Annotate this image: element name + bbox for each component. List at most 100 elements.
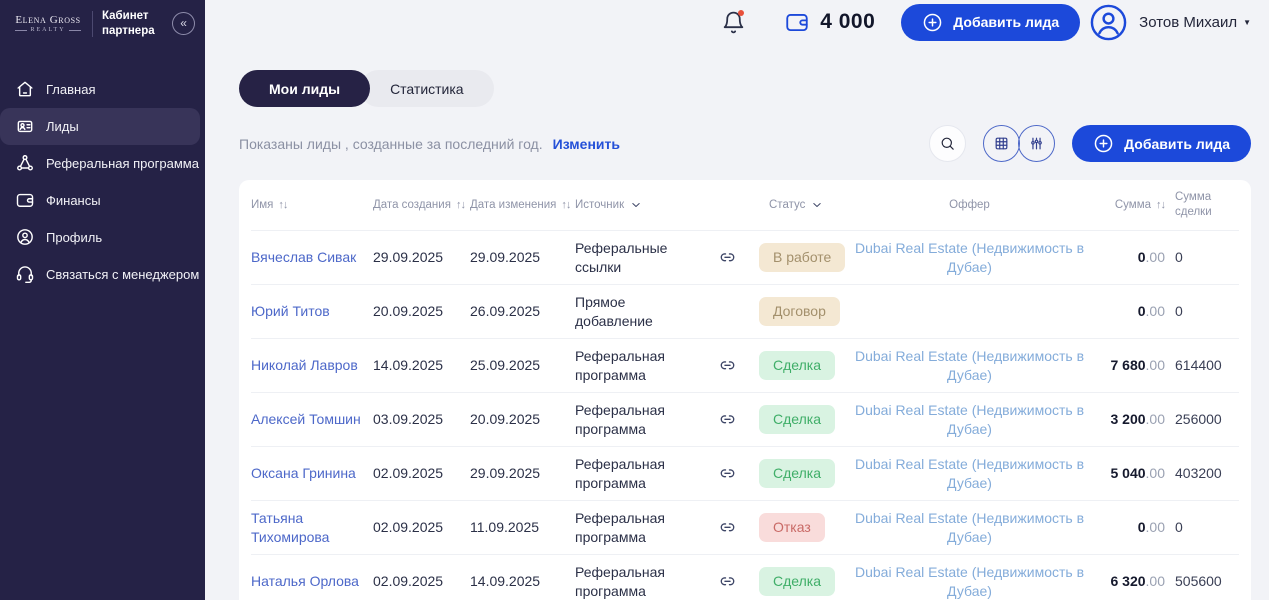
column-header-2[interactable]: Дата создания ↑↓ — [373, 198, 470, 213]
link-icon[interactable] — [718, 248, 737, 267]
user-menu[interactable]: Зотов Михаил ▼ — [1139, 14, 1251, 31]
amount-cell: 0.00 — [1090, 248, 1171, 266]
notifications-bell-icon[interactable] — [721, 9, 746, 35]
amount-decimal: .00 — [1145, 519, 1165, 536]
amount-integer: 6 320 — [1110, 573, 1146, 590]
source-link-cell — [705, 410, 749, 429]
link-icon[interactable] — [718, 518, 737, 537]
tab-my-leads[interactable]: Мои лиды — [239, 70, 371, 107]
column-header-7: Оффер — [849, 198, 1090, 213]
status-badge: Договор — [759, 297, 840, 326]
link-icon[interactable] — [718, 410, 737, 429]
collapse-sidebar-button[interactable]: « — [172, 12, 195, 36]
table-row: Наталья Орлова 02.09.2025 14.09.2025 Рефера… — [251, 554, 1239, 600]
lead-name-link[interactable]: Наталья Орлова — [251, 573, 359, 590]
add-lead-button-top[interactable]: Добавить лида — [901, 3, 1081, 41]
column-header-label: Дата изменения — [470, 198, 557, 211]
wallet-icon — [784, 9, 810, 35]
lead-name-link[interactable]: Николай Лавров — [251, 357, 358, 374]
balance[interactable]: 4 000 — [784, 9, 875, 35]
tab-statistics[interactable]: Статистика — [360, 70, 494, 107]
offer-link[interactable]: Dubai Real Estate (Недвижимость в Дубае) — [854, 510, 1085, 545]
column-header-3[interactable]: Дата изменения ↑↓ — [470, 198, 575, 213]
sidebar-item-wallet[interactable]: Финансы — [0, 182, 205, 219]
status-badge: В работе — [759, 243, 846, 272]
source-cell: Реферальная программа — [575, 510, 665, 545]
link-icon[interactable] — [718, 356, 737, 375]
source-cell: Реферальные ссылки — [575, 240, 668, 275]
profile-icon — [15, 227, 35, 247]
column-header-4[interactable]: Источник — [575, 198, 705, 213]
chevron-down-icon — [810, 198, 824, 212]
source-cell: Реферальная программа — [575, 456, 665, 491]
brand-realty: REALTY — [30, 27, 66, 34]
status-cell: В работе — [749, 243, 849, 272]
sidebar-item-referral[interactable]: Реферальная программа — [0, 145, 205, 182]
created-date-cell: 03.09.2025 — [373, 411, 444, 428]
lead-name-cell: Николай Лавров — [251, 356, 373, 374]
user-name-label: Зотов Михаил — [1139, 13, 1238, 31]
source-cell: Прямое добавление — [575, 294, 653, 329]
sidebar-item-home[interactable]: Главная — [0, 71, 205, 108]
lead-name-link[interactable]: Татьяна Тихомирова — [251, 510, 330, 545]
link-icon[interactable] — [718, 464, 737, 483]
source-link-cell — [705, 248, 749, 267]
source-link-cell — [705, 356, 749, 375]
column-header-6[interactable]: Статус — [749, 198, 849, 213]
offer-link[interactable]: Dubai Real Estate (Недвижимость в Дубае) — [854, 564, 1085, 599]
lead-name-cell: Татьяна Тихомирова — [251, 509, 373, 546]
add-lead-button[interactable]: Добавить лида — [1072, 125, 1251, 162]
lead-name-link[interactable]: Вячеслав Сивак — [251, 249, 357, 266]
offer-link[interactable]: Dubai Real Estate (Недвижимость в Дубае) — [854, 402, 1085, 437]
change-filter-link[interactable]: Изменить — [552, 135, 620, 152]
lead-name-link[interactable]: Алексей Томшин — [251, 411, 361, 428]
brand-logo: Elena Gross REALTY — [13, 14, 83, 33]
offer-link[interactable]: Dubai Real Estate (Недвижимость в Дубае) — [854, 240, 1085, 275]
amount-decimal: .00 — [1145, 249, 1165, 266]
column-header-label: Дата создания — [373, 198, 451, 211]
link-icon[interactable] — [718, 572, 737, 591]
source-cell: Реферальная программа — [575, 564, 665, 599]
add-lead-label: Добавить лида — [953, 14, 1060, 30]
sidebar: Elena Gross REALTY Кабинет партнера « Гл… — [0, 0, 205, 600]
column-header-8[interactable]: Сумма ↑↓ — [1090, 198, 1171, 213]
created-date-cell: 14.09.2025 — [373, 357, 444, 374]
column-header-1[interactable]: Имя ↑↓ — [251, 198, 373, 213]
offer-cell: Dubai Real Estate (Недвижимость в Дубае) — [849, 401, 1090, 438]
offer-link[interactable]: Dubai Real Estate (Недвижимость в Дубае) — [854, 456, 1085, 491]
amount-decimal: .00 — [1145, 573, 1165, 590]
sidebar-item-headset[interactable]: Связаться с менеджером — [0, 256, 205, 293]
add-lead-label: Добавить лида — [1124, 135, 1230, 152]
lead-name-link[interactable]: Оксана Гринина — [251, 465, 356, 482]
offer-link[interactable]: Dubai Real Estate (Недвижимость в Дубае) — [854, 348, 1085, 383]
sidebar-item-leads[interactable]: Лиды — [0, 107, 200, 145]
modified-date-cell: 11.09.2025 — [470, 519, 540, 536]
modified-date-cell: 26.09.2025 — [470, 303, 541, 320]
status-badge: Отказ — [759, 513, 825, 542]
sidebar-item-profile[interactable]: Профиль — [0, 219, 205, 256]
table-header-row: Имя ↑↓ Дата создания ↑↓ Дата изменения ↑↓ Исто… — [251, 180, 1239, 230]
lead-name-link[interactable]: Юрий Титов — [251, 303, 330, 320]
amount-integer: 0 — [1137, 249, 1146, 266]
amount-cell: 5 040.00 — [1090, 464, 1171, 482]
modified-date-cell: 20.09.2025 — [470, 411, 541, 428]
offer-cell: Dubai Real Estate (Недвижимость в Дубае) — [849, 509, 1090, 546]
table-view-button[interactable] — [983, 125, 1021, 162]
created-date-cell: 02.09.2025 — [373, 465, 444, 482]
column-header-9: Сумма сделки — [1171, 190, 1239, 220]
search-icon — [939, 135, 956, 152]
user-avatar[interactable] — [1089, 3, 1128, 42]
filters-button[interactable] — [1018, 125, 1056, 162]
amount-integer: 3 200 — [1110, 411, 1146, 428]
lead-name-cell: Вячеслав Сивак — [251, 248, 373, 266]
offer-cell: Dubai Real Estate (Недвижимость в Дубае) — [849, 563, 1090, 600]
table-row: Юрий Титов 20.09.2025 26.09.2025 Прямое доб… — [251, 284, 1239, 338]
column-header-label: Сумма сделки — [1175, 191, 1212, 218]
sidebar-item-label: Главная — [46, 81, 96, 97]
search-button[interactable] — [929, 125, 967, 162]
deal-sum-cell: 0 — [1175, 519, 1183, 536]
sidebar-item-label: Реферальная программа — [46, 155, 199, 171]
modified-date-cell: 14.09.2025 — [470, 573, 541, 590]
created-date-cell: 02.09.2025 — [373, 519, 444, 536]
deal-sum-cell: 256000 — [1175, 411, 1222, 428]
